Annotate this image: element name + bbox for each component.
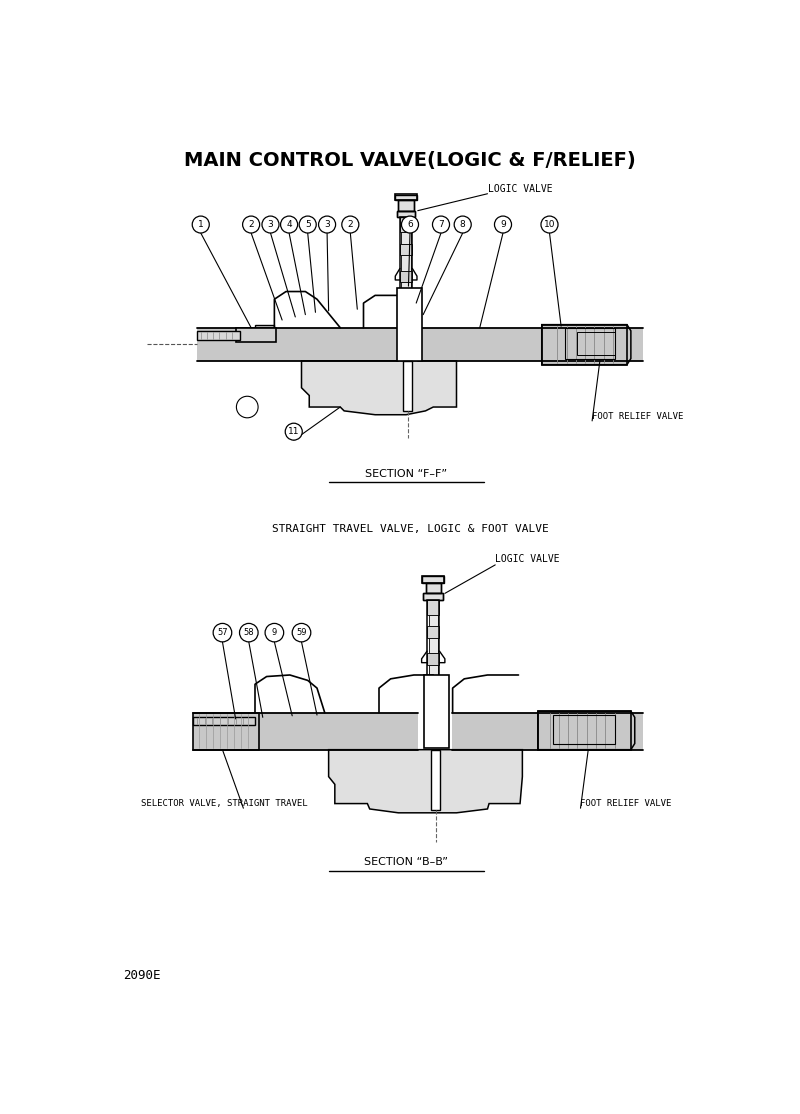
Text: SECTION “B–B”: SECTION “B–B” — [364, 857, 448, 867]
Text: 9: 9 — [272, 628, 277, 637]
Text: STRAIGHT TRAVEL VALVE, LOGIC & FOOT VALVE: STRAIGHT TRAVEL VALVE, LOGIC & FOOT VALV… — [272, 525, 548, 535]
Text: SELECTOR VALVE, STRAIGNT TRAVEL: SELECTOR VALVE, STRAIGNT TRAVEL — [141, 799, 308, 808]
Bar — [542, 324, 627, 364]
Bar — [395, 194, 417, 199]
Circle shape — [286, 423, 302, 440]
Bar — [403, 361, 412, 411]
Text: 1: 1 — [198, 221, 204, 229]
Bar — [427, 599, 439, 703]
Text: 57: 57 — [217, 628, 228, 637]
Bar — [429, 665, 438, 678]
Text: 6: 6 — [407, 221, 413, 229]
Polygon shape — [193, 717, 255, 725]
Circle shape — [402, 216, 418, 233]
Text: 58: 58 — [243, 628, 254, 637]
Bar — [427, 626, 439, 638]
Polygon shape — [395, 195, 417, 199]
Text: 9: 9 — [500, 221, 506, 229]
Polygon shape — [193, 713, 418, 750]
Text: MAIN CONTROL VALVE(LOGIC & F/RELIEF): MAIN CONTROL VALVE(LOGIC & F/RELIEF) — [184, 150, 636, 169]
Circle shape — [318, 216, 336, 233]
Text: 8: 8 — [460, 221, 466, 229]
Bar — [427, 678, 439, 688]
Bar — [193, 713, 259, 750]
Bar — [429, 688, 438, 703]
Polygon shape — [452, 713, 642, 750]
Circle shape — [541, 216, 558, 233]
Circle shape — [494, 216, 511, 233]
Circle shape — [281, 216, 298, 233]
Bar — [400, 244, 412, 255]
Polygon shape — [422, 576, 444, 583]
Bar — [429, 615, 438, 626]
Text: 5: 5 — [305, 221, 310, 229]
Text: FOOT RELIEF VALVE: FOOT RELIEF VALVE — [581, 799, 672, 808]
Circle shape — [192, 216, 210, 233]
Text: FOOT RELIEF VALVE: FOOT RELIEF VALVE — [592, 412, 683, 421]
Bar — [423, 594, 443, 599]
Polygon shape — [302, 361, 457, 414]
Circle shape — [292, 624, 310, 642]
Circle shape — [454, 216, 471, 233]
Text: 10: 10 — [544, 221, 555, 229]
Bar — [427, 654, 439, 665]
Circle shape — [299, 216, 316, 233]
Bar — [424, 675, 449, 749]
Circle shape — [213, 624, 232, 642]
Text: 3: 3 — [324, 221, 330, 229]
Bar — [426, 583, 441, 594]
Bar — [422, 576, 444, 583]
Polygon shape — [255, 324, 274, 334]
Bar — [429, 638, 438, 654]
Bar — [402, 282, 410, 296]
Bar — [538, 711, 631, 750]
Bar — [427, 599, 439, 615]
Bar — [400, 296, 412, 305]
Polygon shape — [538, 711, 634, 750]
Text: 11: 11 — [288, 427, 299, 437]
Text: SECTION “F–F”: SECTION “F–F” — [365, 469, 447, 479]
Bar — [398, 199, 414, 211]
Bar — [400, 217, 412, 321]
Text: 3: 3 — [268, 221, 274, 229]
Bar — [402, 305, 410, 321]
Polygon shape — [197, 328, 398, 361]
Polygon shape — [329, 750, 522, 813]
Polygon shape — [397, 211, 415, 217]
Text: LOGIC VALVE: LOGIC VALVE — [487, 184, 552, 194]
Polygon shape — [418, 328, 642, 361]
Polygon shape — [542, 324, 631, 364]
Circle shape — [239, 624, 258, 642]
Bar — [400, 271, 412, 282]
Circle shape — [342, 216, 359, 233]
Bar — [397, 211, 415, 217]
Bar — [402, 232, 410, 244]
Circle shape — [433, 216, 450, 233]
Bar — [577, 332, 615, 355]
Polygon shape — [423, 594, 443, 599]
Circle shape — [265, 624, 284, 642]
Polygon shape — [398, 199, 414, 211]
Bar — [431, 750, 440, 810]
Bar — [400, 217, 412, 232]
Text: 59: 59 — [296, 628, 306, 637]
Polygon shape — [426, 583, 441, 594]
Bar — [402, 255, 410, 271]
Text: 2: 2 — [248, 221, 254, 229]
Circle shape — [242, 216, 260, 233]
Bar — [236, 328, 276, 342]
Text: 7: 7 — [438, 221, 444, 229]
Text: LOGIC VALVE: LOGIC VALVE — [495, 555, 560, 565]
Text: 2: 2 — [347, 221, 353, 229]
Text: 2090E: 2090E — [123, 969, 161, 983]
Bar — [197, 331, 239, 340]
Bar — [565, 329, 615, 360]
Text: 4: 4 — [286, 221, 292, 229]
Bar — [397, 287, 422, 361]
Bar — [554, 715, 615, 744]
Circle shape — [262, 216, 279, 233]
